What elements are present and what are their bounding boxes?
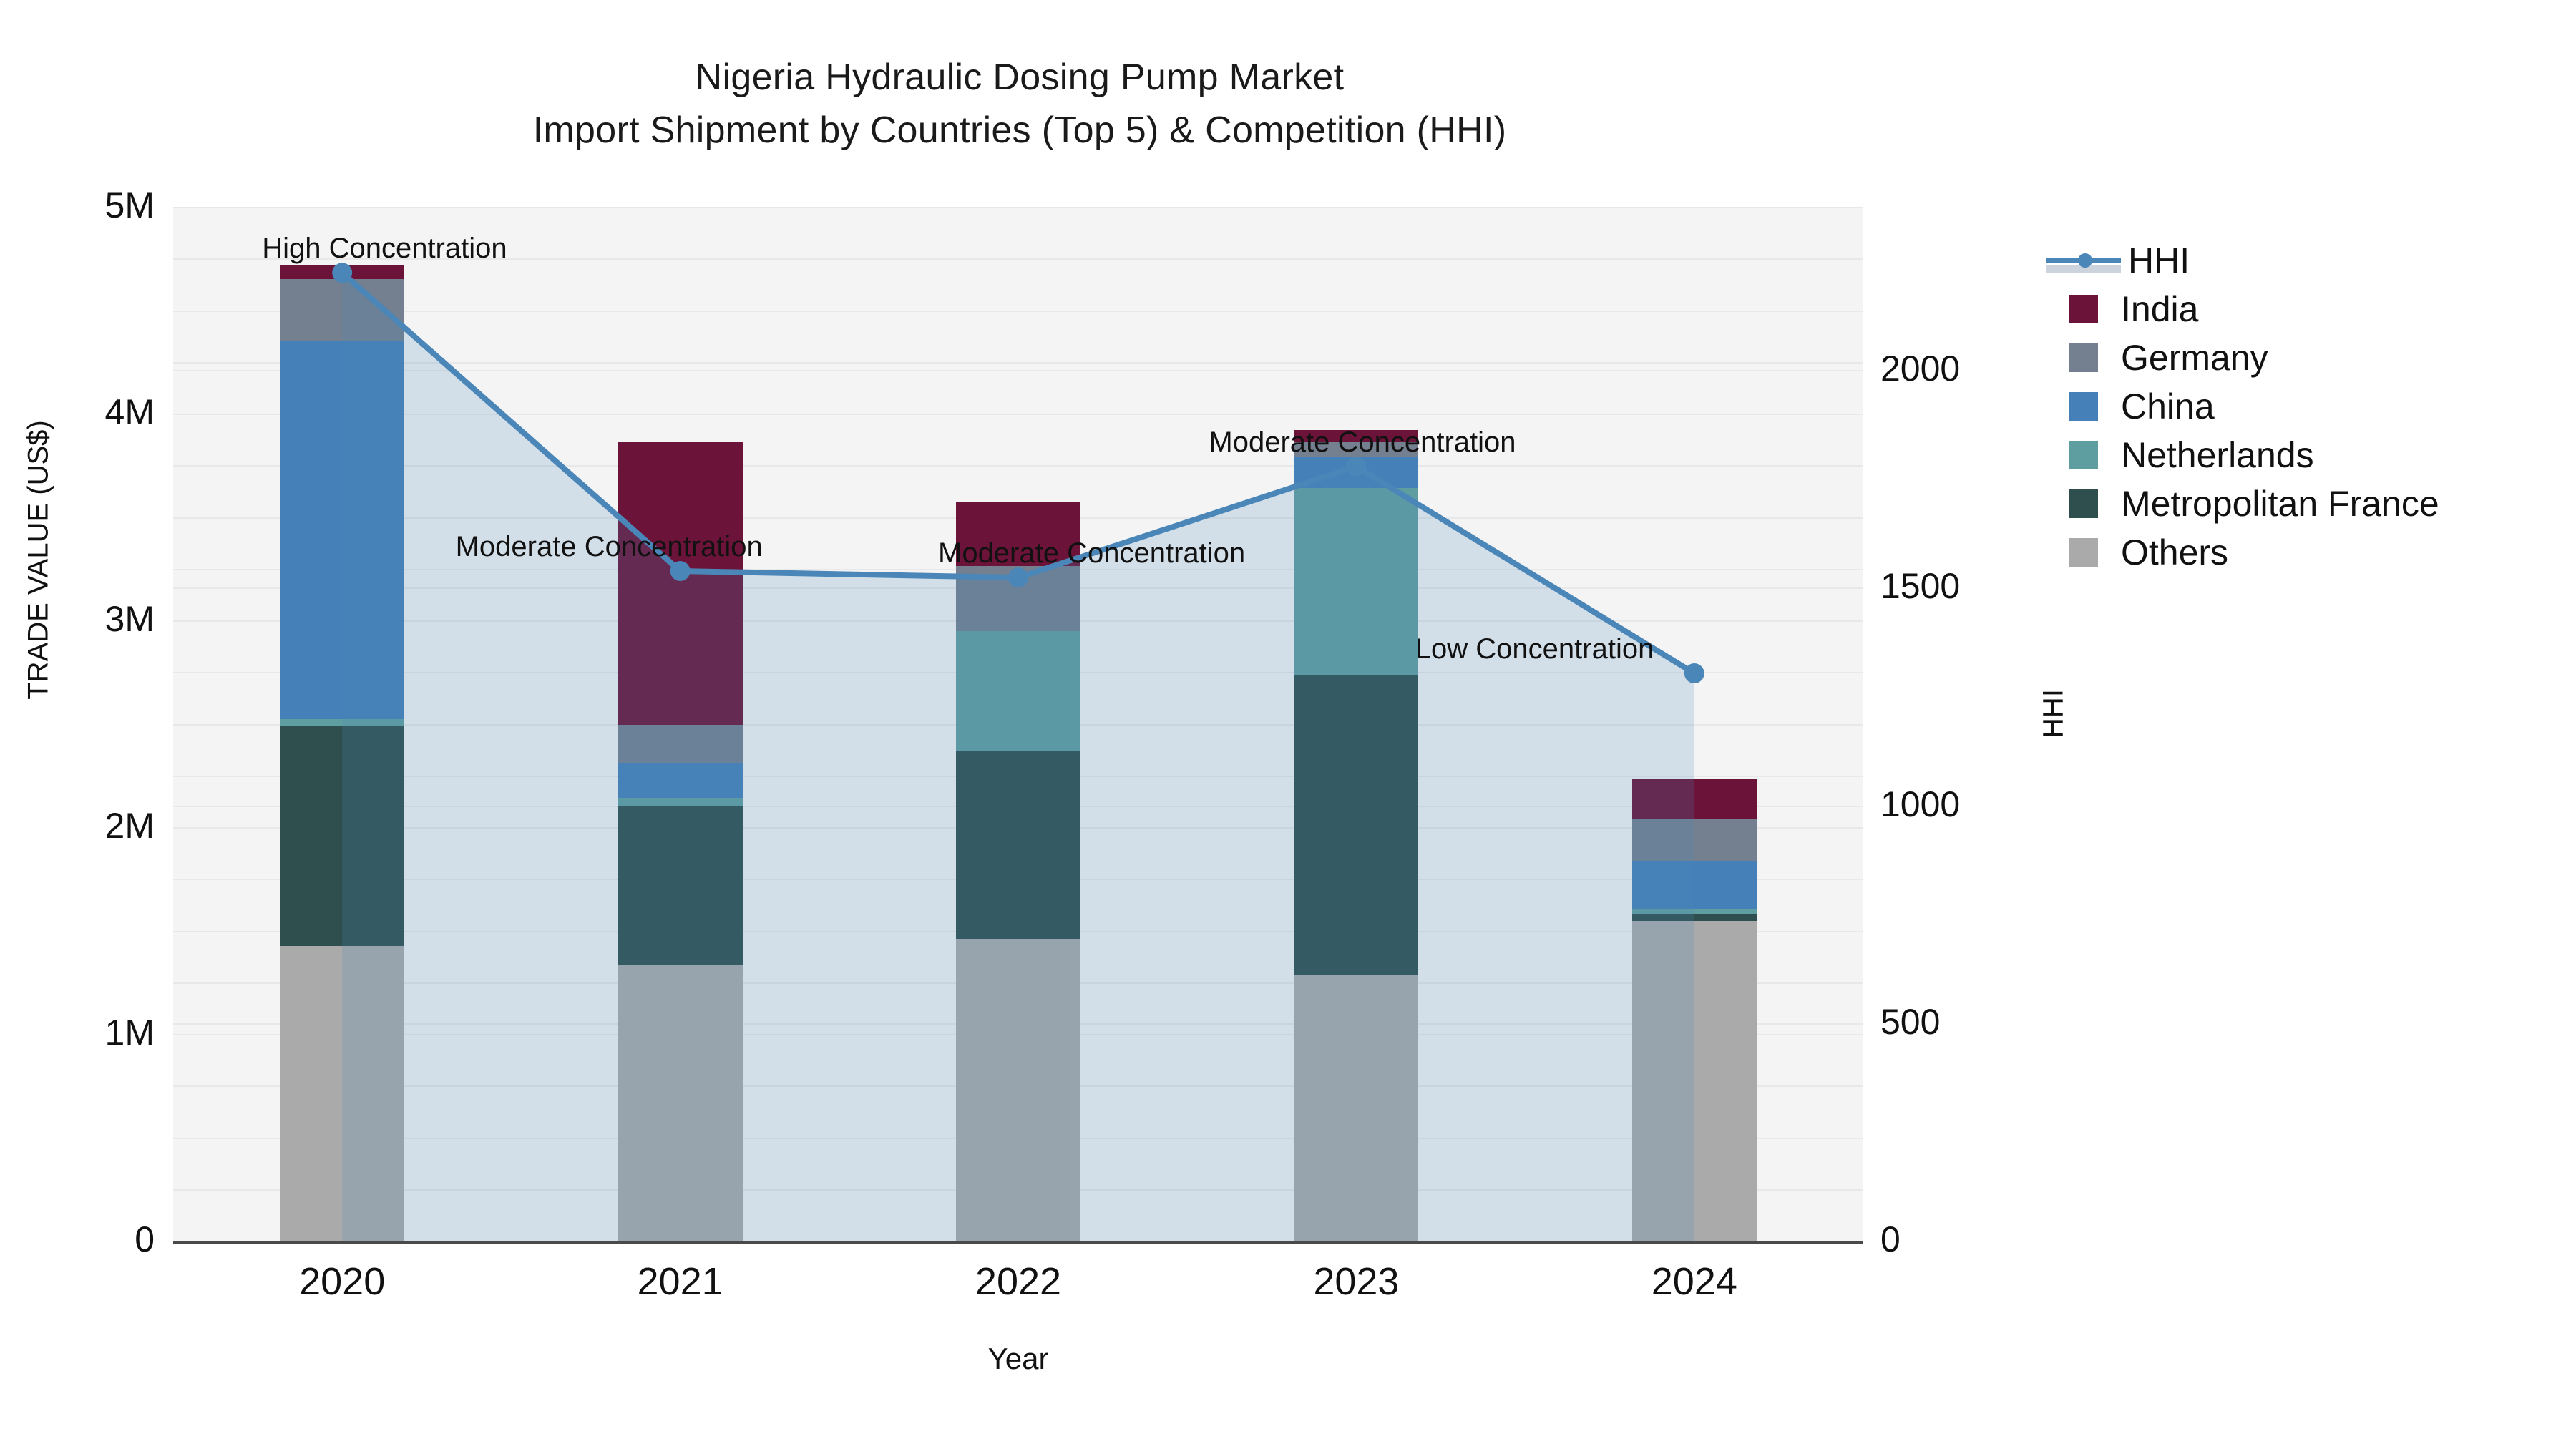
bar-segment-metropolitan-france[interactable] [1294,675,1419,975]
y-axis-right-tick: 2000 [1880,348,1961,389]
plot-area [173,207,1863,1241]
x-axis-tick-2023: 2023 [1313,1260,1400,1303]
x-axis-tick-2021: 2021 [637,1260,723,1303]
bar-segment-india[interactable] [956,502,1080,567]
y-axis-right-tick: 500 [1880,1001,1941,1042]
annotation-2022: Moderate Concentration [938,537,1246,570]
y-axis-left-tick: 4M [104,392,155,432]
y-axis-left-tick: 5M [104,185,155,225]
legend-color-swatch [2069,538,2098,567]
legend-item-india[interactable]: India [2046,285,2569,333]
legend: HHI India Germany China Netherlands Metropoli… [2046,236,2569,577]
y-axis-left-tick: 2M [104,806,155,846]
y-axis-left-title: TRADE VALUE (US$) [22,420,54,700]
bar-stack-2020[interactable] [280,208,405,1241]
chart-title-block: Nigeria Hydraulic Dosing Pump Market Imp… [0,52,2039,157]
legend-item-metropolitan-france[interactable]: Metropolitan France [2046,479,2569,528]
bar-segment-metropolitan-france[interactable] [1631,914,1757,922]
legend-item-label: Metropolitan France [2121,484,2439,524]
bar-segment-germany[interactable] [1631,819,1757,862]
legend-dot-icon [2078,253,2092,268]
legend-item-label: Netherlands [2121,435,2314,475]
hhi-marker-2021[interactable] [670,561,691,582]
legend-color-swatch [2069,295,2098,323]
annotation-2024: Low Concentration [1415,633,1654,665]
bar-segment-others[interactable] [1294,975,1419,1241]
y-axis-right-title: HHI [2037,689,2069,738]
chart-title-line-1: Nigeria Hydraulic Dosing Pump Market [695,57,1345,98]
bar-segment-china[interactable] [280,341,405,720]
bar-segment-china[interactable] [618,763,743,799]
legend-item-china[interactable]: China [2046,382,2569,431]
bar-segment-india[interactable] [1631,778,1757,820]
y-axis-right-tick: 0 [1880,1219,1901,1259]
bar-segment-netherlands[interactable] [1294,487,1419,675]
bar-segment-china[interactable] [1631,861,1757,909]
gridline [173,361,1863,364]
legend-item-label: Germany [2121,338,2268,378]
bar-segment-metropolitan-france[interactable] [618,806,743,965]
bar-segment-netherlands[interactable] [280,719,405,727]
annotation-2021: Moderate Concentration [455,531,763,563]
legend-item-label: HHI [2128,240,2190,280]
bar-stack-2022[interactable] [956,208,1080,1241]
gridline [173,414,1863,415]
y-axis-left-tick: 3M [104,599,155,639]
legend-item-hhi[interactable]: HHI [2046,236,2569,285]
chart-title-line-2: Import Shipment by Countries (Top 5) & C… [532,109,1507,151]
legend-area-swatch [2046,265,2121,273]
bar-segment-others[interactable] [1631,921,1757,1241]
bar-segment-netherlands[interactable] [1631,908,1757,915]
bar-segment-others[interactable] [280,945,405,1241]
legend-line-marker-icon [2046,246,2121,275]
bar-segment-metropolitan-france[interactable] [956,751,1080,939]
x-axis-tick-2022: 2022 [975,1260,1062,1303]
bar-segment-others[interactable] [956,938,1080,1241]
bar-segment-india[interactable] [618,442,743,725]
y-axis-right-tick: 1500 [1880,566,1961,607]
legend-item-others[interactable]: Others [2046,528,2569,577]
x-axis-tick-2024: 2024 [1651,1260,1737,1303]
legend-item-germany[interactable]: Germany [2046,333,2569,382]
gridline [173,207,1863,208]
hhi-marker-2020[interactable] [332,263,353,283]
legend-color-swatch [2069,343,2098,372]
x-axis-tick-2020: 2020 [299,1260,386,1303]
legend-item-label: China [2121,386,2215,426]
bar-stack-2021[interactable] [618,208,743,1241]
annotation-2023: Moderate Concentration [1209,426,1516,458]
legend-item-label: Others [2121,532,2229,572]
bar-segment-metropolitan-france[interactable] [280,726,405,946]
bar-segment-others[interactable] [618,964,743,1241]
hhi-marker-2022[interactable] [1008,567,1028,588]
gridline-secondary [173,370,1863,372]
hhi-line-series [332,263,1704,1241]
bar-stack-2023[interactable] [1294,208,1419,1241]
hhi-area-fill [342,273,1694,1241]
y-axis-left-tick: 0 [135,1219,155,1259]
x-axis-line [173,1241,1863,1244]
y-axis-right-tick: 1000 [1880,784,1961,824]
hhi-marker-2023[interactable] [1346,457,1367,477]
legend-color-swatch [2069,489,2098,518]
legend-color-swatch [2069,441,2098,469]
bar-stack-2024[interactable] [1631,208,1757,1241]
bar-segment-india[interactable] [1294,429,1419,443]
x-axis-title: Year [987,1342,1049,1375]
bar-segment-germany[interactable] [618,724,743,764]
annotation-2020: High Concentration [262,233,507,265]
y-axis-left-tick: 1M [104,1013,155,1053]
gridline [173,465,1863,467]
bar-segment-netherlands[interactable] [618,798,743,806]
hhi-marker-2024[interactable] [1684,663,1704,684]
gridline [173,258,1863,260]
bar-segment-germany[interactable] [1294,442,1419,457]
legend-color-swatch [2069,392,2098,421]
gridline [173,310,1863,312]
legend-item-netherlands[interactable]: Netherlands [2046,431,2569,479]
legend-item-label: India [2121,289,2199,329]
bar-segment-netherlands[interactable] [956,631,1080,752]
